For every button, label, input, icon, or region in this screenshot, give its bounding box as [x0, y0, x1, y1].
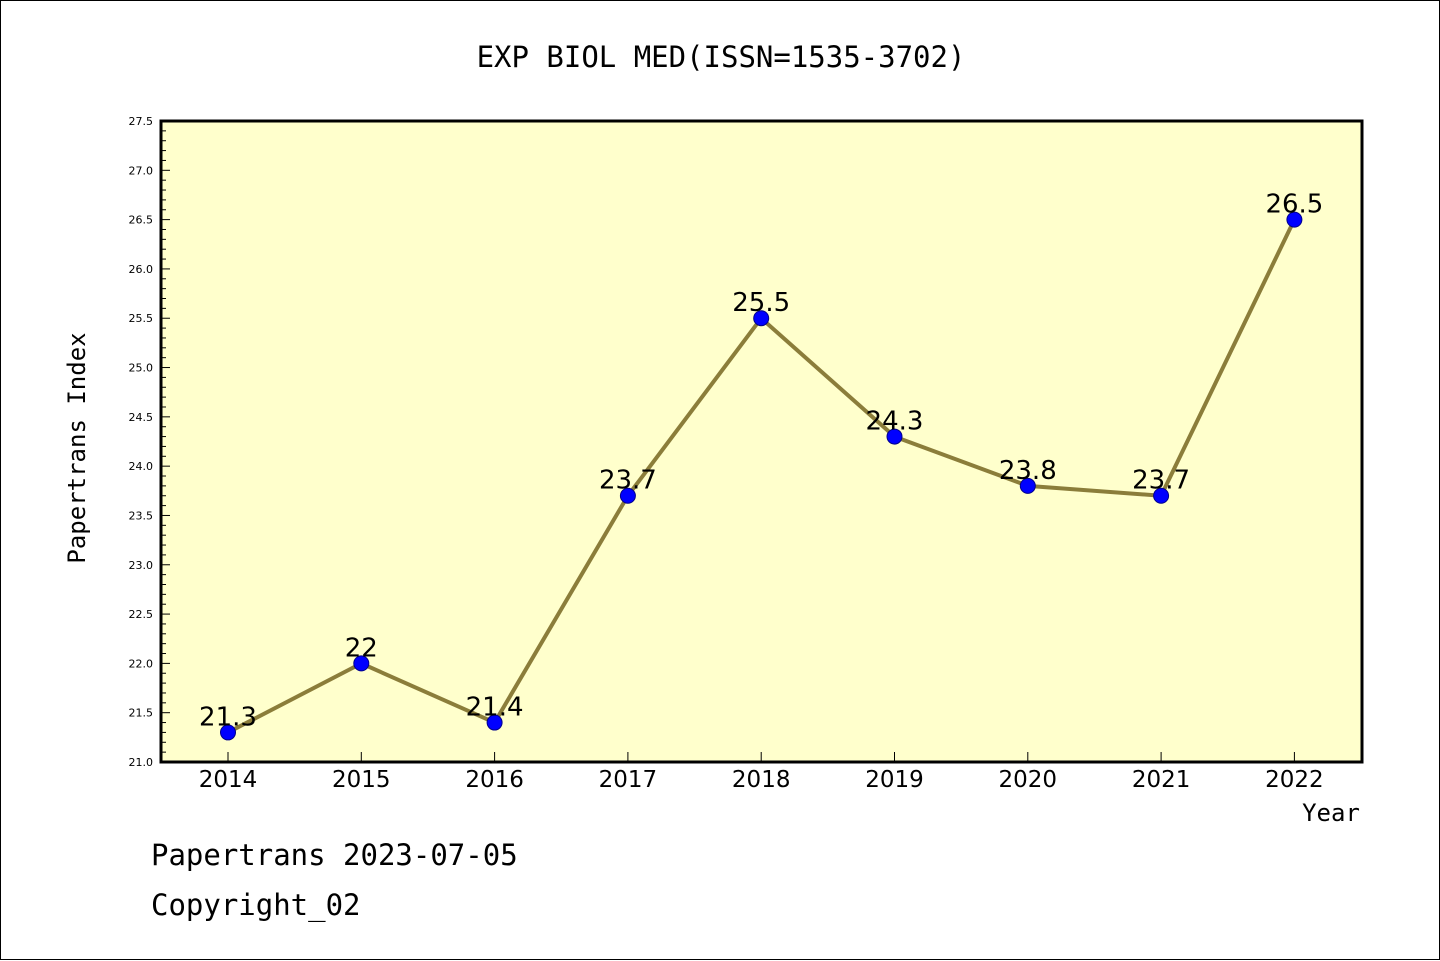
y-tick-label: 23.0 — [129, 559, 154, 572]
x-tick-label: 2020 — [999, 767, 1058, 793]
plot-border — [159, 119, 1364, 764]
data-point — [353, 655, 370, 672]
y-tick-label: 24.0 — [129, 460, 154, 473]
x-axis-label: Year — [1302, 799, 1360, 827]
data-label: 21.3 — [199, 702, 257, 732]
y-tick-label: 22.5 — [129, 608, 154, 621]
series-points — [220, 211, 1303, 741]
data-label: 26.5 — [1265, 190, 1323, 220]
data-point — [220, 724, 236, 741]
y-tick-label: 21.0 — [129, 756, 154, 769]
y-axis-label: Papertrans Index — [63, 332, 91, 563]
y-tick-label: 24.5 — [129, 411, 154, 424]
y-tick-label: 27.5 — [129, 115, 154, 128]
x-tick-label: 2022 — [1265, 767, 1324, 793]
data-label: 25.5 — [732, 288, 790, 318]
x-axis: 2014 2015 2016 2017 2018 2019 2020 2021 2022 — [199, 752, 1324, 793]
data-label: 21.4 — [466, 693, 524, 723]
data-point — [1019, 477, 1036, 494]
y-tick-label: 27.0 — [129, 164, 154, 177]
footer-copyright: Copyright_02 — [151, 888, 361, 923]
data-label: 23.8 — [999, 456, 1057, 486]
y-tick-label: 25.0 — [129, 362, 154, 375]
x-tick-label: 2017 — [599, 767, 658, 793]
data-point — [1153, 487, 1170, 504]
data-label: 24.3 — [866, 407, 924, 437]
x-tick-label: 2019 — [865, 767, 924, 793]
chart-title: EXP BIOL MED(ISSN=1535-3702) — [477, 40, 966, 74]
data-point — [1286, 211, 1303, 228]
data-labels: 21.3 22 21.4 23.7 25.5 24.3 23.8 23.7 26.5 — [199, 190, 1323, 733]
y-axis: 21.0 21.5 22.0 22.5 23.0 23.5 24.0 24.5 25.0 25.5… — [129, 115, 170, 769]
y-tick-label: 23.5 — [129, 509, 154, 522]
data-label: 22 — [345, 633, 378, 663]
y-tick-label: 25.5 — [129, 312, 154, 325]
y-tick-label: 22.0 — [129, 657, 154, 670]
data-point — [753, 310, 770, 327]
footer-date: Papertrans 2023-07-05 — [151, 838, 518, 872]
x-tick-label: 2021 — [1132, 767, 1191, 793]
y-tick-label: 26.5 — [129, 214, 154, 227]
x-tick-label: 2015 — [332, 767, 391, 793]
data-label: 23.7 — [599, 466, 657, 496]
data-point — [619, 487, 636, 504]
y-tick-label: 21.5 — [129, 707, 154, 720]
data-point — [486, 714, 503, 731]
x-tick-label: 2016 — [465, 767, 524, 793]
x-tick-label: 2014 — [199, 767, 258, 793]
data-point — [886, 428, 903, 445]
y-tick-label: 26.0 — [129, 263, 154, 276]
plot-area — [161, 121, 1362, 762]
x-tick-label: 2018 — [732, 767, 791, 793]
data-label: 23.7 — [1132, 466, 1190, 496]
